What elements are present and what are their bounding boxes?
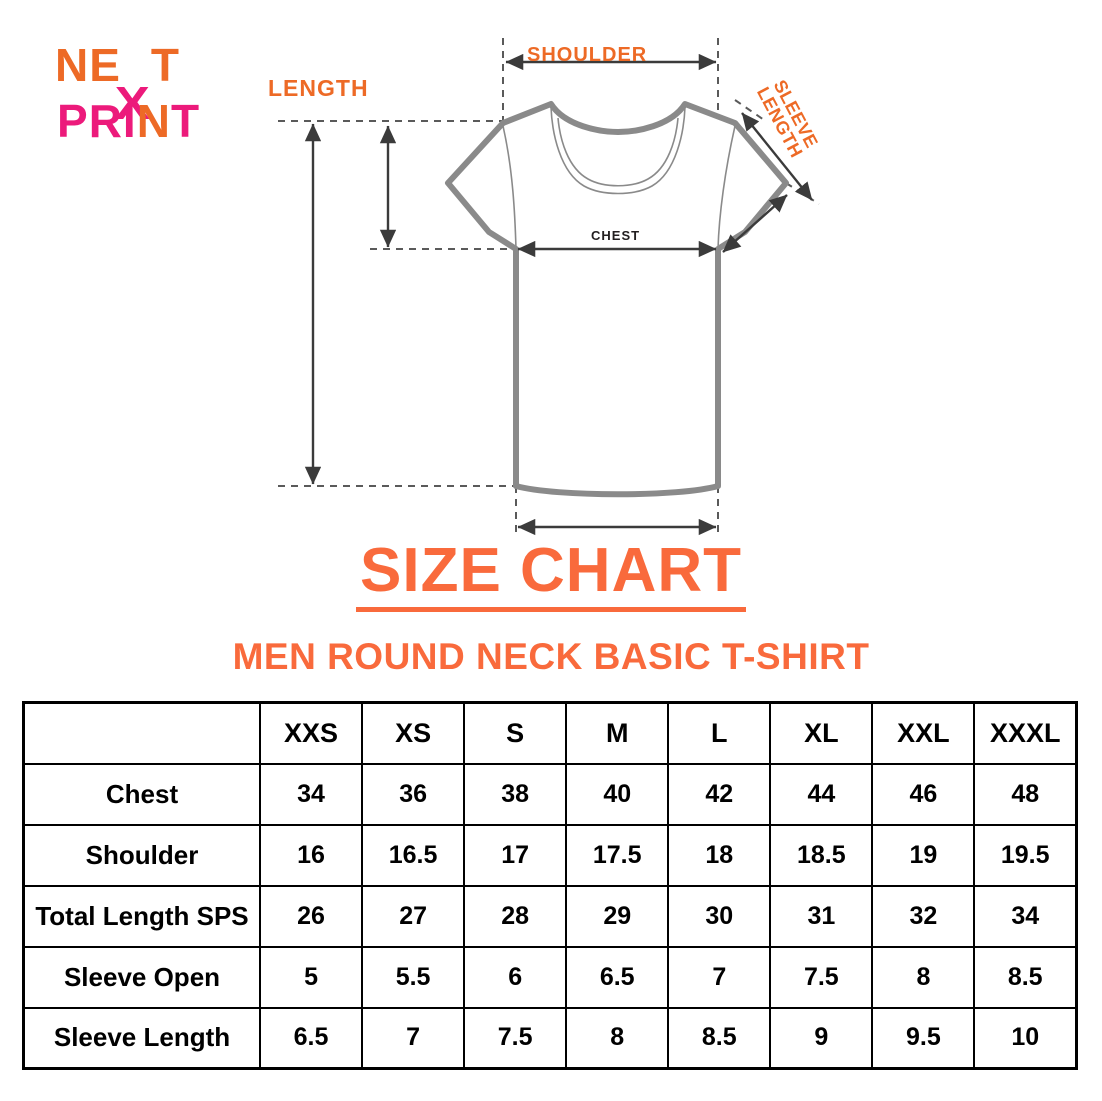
cell-shoulder-xl: 18.5 — [769, 823, 874, 887]
table-row: Shoulder 16 16.5 17 17.5 18 18.5 19 19.5 — [22, 823, 1078, 887]
length-label: LENGTH — [268, 75, 369, 101]
page-title: SIZE CHART — [356, 540, 746, 612]
cell-sleeve-length-xxs: 6.5 — [258, 1006, 364, 1070]
cell-sleeve-open-m: 6.5 — [565, 945, 670, 1009]
tshirt-measurement-diagram: LENGTH SHOULDER SLEEVE LENGTH CHEST — [0, 0, 1102, 545]
logo-print-text: PRINT — [57, 98, 200, 144]
sleeve-length-dimension-arrow — [741, 112, 813, 201]
cell-sleeve-open-xxl: 8 — [871, 945, 976, 1009]
cell-sleeve-open-xxs: 5 — [258, 945, 364, 1009]
cell-shoulder-m: 17.5 — [565, 823, 670, 887]
logo-letter-n: N — [55, 39, 90, 91]
cell-sleeve-length-l: 8.5 — [667, 1006, 772, 1070]
logo-letter-x: X — [114, 77, 151, 129]
table-header-row: XXS XS S M L XL XXL XXXL — [22, 701, 1078, 765]
cell-chest-xxs: 34 — [258, 762, 364, 826]
cell-sleeve-open-l: 7 — [667, 945, 772, 1009]
table-header-l: L — [667, 701, 772, 765]
cell-shoulder-xxxl: 19.5 — [973, 823, 1078, 887]
tshirt-inner-details — [502, 106, 736, 250]
table-header-xs: XS — [361, 701, 466, 765]
tshirt-diagram-svg — [278, 38, 820, 536]
cell-chest-m: 40 — [565, 762, 670, 826]
cell-chest-xxl: 46 — [871, 762, 976, 826]
logo-letter-i: I — [122, 95, 137, 147]
logo-letter-t2: T — [170, 95, 201, 147]
cell-chest-xs: 36 — [361, 762, 466, 826]
logo-letter-n2: N — [136, 95, 171, 147]
row-label-total-length-sps: Total Length SPS — [22, 884, 261, 948]
row-label-sleeve-length: Sleeve Length — [22, 1006, 261, 1070]
table-row: Sleeve Length 6.5 7 7.5 8 8.5 9 9.5 10 — [22, 1006, 1078, 1070]
cell-sleeve-open-xs: 5.5 — [361, 945, 466, 1009]
cell-sleeve-open-s: 6 — [463, 945, 568, 1009]
table-header-s: S — [463, 701, 568, 765]
logo-letter-r: R — [88, 95, 123, 147]
table-header-xxxl: XXXL — [973, 701, 1078, 765]
cell-sleeve-length-m: 8 — [565, 1006, 670, 1070]
cell-total-length-sps-xxl: 32 — [871, 884, 976, 948]
cell-chest-l: 42 — [667, 762, 772, 826]
cell-sleeve-length-xxxl: 10 — [973, 1006, 1078, 1070]
cell-shoulder-xxl: 19 — [871, 823, 976, 887]
size-table-container: XXS XS S M L XL XXL XXXL Chest 34 36 38 40 42 44 46 48 S… — [22, 701, 1078, 1070]
cell-shoulder-l: 18 — [667, 823, 772, 887]
logo-letter-t: T — [150, 39, 181, 91]
chest-label: CHEST — [591, 228, 641, 243]
table-header-m: M — [565, 701, 670, 765]
cell-total-length-sps-l: 30 — [667, 884, 772, 948]
table-row: Chest 34 36 38 40 42 44 46 48 — [22, 762, 1078, 826]
row-label-chest: Chest — [22, 762, 261, 826]
size-table-head: XXS XS S M L XL XXL XXXL — [22, 701, 1078, 765]
row-label-shoulder: Shoulder — [22, 823, 261, 887]
table-row: Sleeve Open 5 5.5 6 6.5 7 7.5 8 8.5 — [22, 945, 1078, 1009]
cell-sleeve-open-xl: 7.5 — [769, 945, 874, 1009]
brand-logo: NE X T PRINT — [55, 42, 275, 152]
cell-total-length-sps-xxxl: 34 — [973, 884, 1078, 948]
cell-total-length-sps-xs: 27 — [361, 884, 466, 948]
cell-chest-s: 38 — [463, 762, 568, 826]
cell-shoulder-xs: 16.5 — [361, 823, 466, 887]
logo-letter-p: P — [57, 95, 89, 147]
cell-sleeve-length-xl: 9 — [769, 1006, 874, 1070]
cell-sleeve-length-s: 7.5 — [463, 1006, 568, 1070]
cell-chest-xl: 44 — [769, 762, 874, 826]
logo-letter-e: E — [89, 39, 121, 91]
cell-total-length-sps-xxs: 26 — [258, 884, 364, 948]
logo-next-text: NE X T — [55, 39, 181, 126]
dimension-arrows — [304, 53, 813, 536]
cell-total-length-sps-xl: 31 — [769, 884, 874, 948]
table-header-xxs: XXS — [258, 701, 364, 765]
cell-chest-xxxl: 48 — [973, 762, 1078, 826]
cell-total-length-sps-s: 28 — [463, 884, 568, 948]
table-header-xxl: XXL — [871, 701, 976, 765]
shoulder-label: SHOULDER — [527, 44, 648, 66]
page-subtitle: MEN ROUND NECK BASIC T-SHIRT — [232, 636, 870, 677]
table-corner-cell — [22, 701, 261, 765]
sleeve-inner-dimension-arrow — [722, 194, 788, 253]
title-block: SIZE CHART MEN ROUND NECK BASIC T-SHIRT — [0, 540, 1102, 677]
size-table: XXS XS S M L XL XXL XXXL Chest 34 36 38 40 42 44 46 48 S… — [22, 701, 1078, 1070]
row-label-sleeve-open: Sleeve Open — [22, 945, 261, 1009]
table-row: Total Length SPS 26 27 28 29 30 31 32 34 — [22, 884, 1078, 948]
size-table-body: Chest 34 36 38 40 42 44 46 48 Shoulder 16 16.5 17 17.… — [22, 762, 1078, 1070]
cell-total-length-sps-m: 29 — [565, 884, 670, 948]
cell-shoulder-xxs: 16 — [258, 823, 364, 887]
cell-sleeve-length-xs: 7 — [361, 1006, 466, 1070]
table-header-xl: XL — [769, 701, 874, 765]
tshirt-outline — [445, 101, 789, 498]
cell-sleeve-length-xxl: 9.5 — [871, 1006, 976, 1070]
cell-shoulder-s: 17 — [463, 823, 568, 887]
cell-sleeve-open-xxxl: 8.5 — [973, 945, 1078, 1009]
